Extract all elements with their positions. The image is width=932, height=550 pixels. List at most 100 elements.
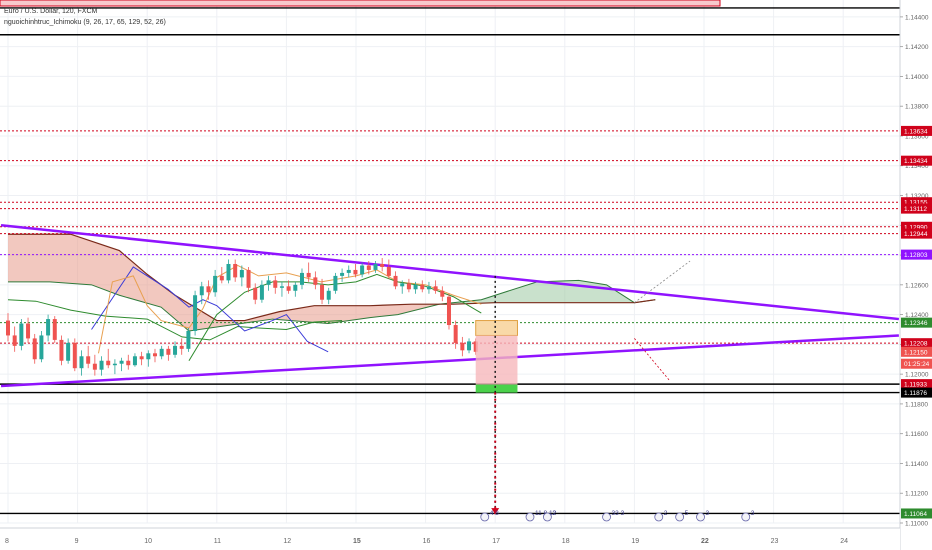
event-flag-icon[interactable] bbox=[696, 512, 705, 522]
candle-body bbox=[139, 356, 144, 360]
y-tick-label: 1.11800 bbox=[905, 401, 928, 408]
candle-body bbox=[373, 263, 378, 270]
cloud-segment bbox=[8, 234, 440, 331]
y-tick-label: 1.13200 bbox=[905, 193, 929, 200]
price-tag-label: 1.12346 bbox=[904, 320, 928, 327]
candle-body bbox=[246, 269, 251, 288]
candle-body bbox=[219, 275, 224, 281]
y-tick-label: 1.12000 bbox=[905, 372, 929, 379]
candle-body bbox=[233, 263, 238, 278]
candle-body bbox=[446, 296, 451, 326]
candle-body bbox=[12, 335, 17, 346]
price-tag[interactable] bbox=[901, 203, 932, 214]
price-tag-label: 1.11876 bbox=[904, 390, 927, 397]
indicator-legend[interactable]: nguoichinhtruc_Ichimoku (9, 26, 17, 65, … bbox=[4, 19, 166, 26]
event-flag-icon[interactable] bbox=[480, 512, 490, 522]
price-tag[interactable] bbox=[901, 249, 932, 260]
horizontal-levels[interactable] bbox=[0, 7, 900, 515]
price-tag-label: 1.11933 bbox=[904, 382, 927, 389]
ichimoku-cloud bbox=[8, 233, 656, 332]
event-flag-icon[interactable] bbox=[675, 512, 685, 522]
event-flag-icon[interactable] bbox=[654, 512, 664, 522]
cloud-segment bbox=[439, 280, 656, 305]
candle-body bbox=[467, 341, 472, 351]
time-axis[interactable]: 8 9 10 11 12 15 16 17 18 19 22 23 24 bbox=[0, 527, 900, 550]
y-tick-label: 1.12400 bbox=[905, 312, 929, 319]
projection-line[interactable] bbox=[634, 260, 691, 304]
event-count: 5 bbox=[685, 510, 689, 517]
x-tick-label: 12 bbox=[283, 538, 291, 545]
trendline[interactable] bbox=[0, 334, 899, 388]
candle-body bbox=[286, 286, 291, 291]
candle-body bbox=[420, 284, 425, 290]
x-tick-label: 24 bbox=[840, 538, 848, 545]
price-tag[interactable] bbox=[901, 228, 932, 239]
candle-body bbox=[173, 345, 178, 355]
projection-arrows[interactable] bbox=[491, 260, 691, 515]
candle-body bbox=[400, 283, 405, 287]
candle-body bbox=[72, 342, 77, 369]
candle-body bbox=[46, 319, 51, 336]
candle-body bbox=[166, 348, 171, 355]
candle-body bbox=[79, 356, 84, 369]
price-axis-bg bbox=[900, 0, 932, 550]
candle-body bbox=[326, 290, 331, 300]
price-tag[interactable] bbox=[901, 387, 932, 398]
candle-body bbox=[366, 265, 371, 270]
candle-body bbox=[453, 325, 458, 343]
candle-body bbox=[273, 280, 278, 288]
position-stop-zone[interactable] bbox=[475, 384, 518, 393]
price-tag[interactable] bbox=[901, 155, 932, 166]
price-tag[interactable] bbox=[901, 379, 932, 390]
position-risk-zone[interactable] bbox=[475, 335, 518, 385]
event-flag-icon[interactable] bbox=[602, 512, 611, 522]
candle-body bbox=[179, 345, 184, 349]
price-tag-label: 1.11064 bbox=[904, 511, 927, 518]
x-tick-label: 19 bbox=[631, 538, 639, 545]
trendlines[interactable] bbox=[0, 224, 900, 388]
candle-body bbox=[440, 290, 445, 297]
candle-body bbox=[299, 272, 304, 285]
price-tag[interactable] bbox=[901, 358, 932, 369]
price-tag[interactable] bbox=[901, 317, 932, 328]
position-box[interactable] bbox=[475, 320, 518, 393]
event-count: 33 3 bbox=[612, 510, 625, 517]
event-flag-icon[interactable] bbox=[741, 512, 751, 522]
trendline[interactable] bbox=[0, 224, 900, 321]
candle-body bbox=[86, 356, 91, 364]
candle-body bbox=[26, 323, 31, 339]
y-tick-label: 1.12600 bbox=[905, 282, 929, 289]
price-tag-label: 1.12990 bbox=[904, 224, 928, 231]
x-tick-label: 16 bbox=[423, 538, 431, 545]
candle-body bbox=[393, 275, 398, 287]
chart-grid bbox=[0, 0, 900, 524]
price-tag-label: 1.13112 bbox=[904, 206, 927, 213]
price-tag[interactable] bbox=[901, 338, 932, 349]
y-tick-label: 1.11200 bbox=[905, 491, 928, 498]
candle-body bbox=[186, 330, 191, 349]
symbol-legend[interactable]: Euro / U.S. Dollar, 120, FXCM bbox=[4, 8, 98, 15]
x-tick-label: 8 bbox=[5, 538, 9, 545]
projection-line[interactable] bbox=[634, 338, 670, 381]
price-tag[interactable] bbox=[901, 346, 932, 357]
price-tag[interactable] bbox=[901, 221, 932, 232]
price-tag-label: 1.12150 bbox=[904, 349, 928, 356]
event-count: 2 bbox=[664, 510, 668, 517]
candle-body bbox=[380, 263, 385, 267]
price-tag[interactable] bbox=[901, 125, 932, 136]
top-alert-banner[interactable] bbox=[0, 0, 721, 7]
candle-body bbox=[132, 356, 137, 366]
event-flag-icon[interactable] bbox=[525, 512, 535, 522]
price-axis[interactable]: 1.14400 1.14200 1.14000 1.13800 1.13600 1.134… bbox=[899, 0, 932, 550]
price-tag-label: 01:25:24 bbox=[904, 361, 930, 368]
candle-body bbox=[460, 342, 465, 351]
event-count: 3 bbox=[706, 510, 710, 517]
event-flag-icon[interactable] bbox=[543, 512, 552, 522]
position-target-zone[interactable] bbox=[475, 320, 518, 336]
price-tag[interactable] bbox=[901, 508, 932, 519]
price-tag[interactable] bbox=[901, 197, 932, 208]
x-tick-label: 22 bbox=[701, 538, 709, 545]
price-tag-label: 1.13155 bbox=[904, 200, 928, 207]
